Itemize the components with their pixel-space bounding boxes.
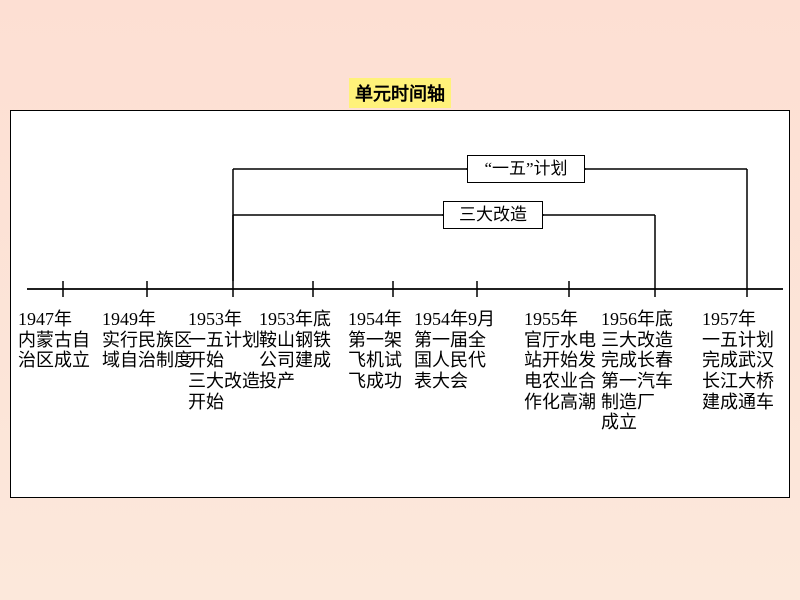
timeline-event: 1953年 一五计划 开始 三大改造 开始: [188, 309, 260, 412]
timeline-span-label: 三大改造: [443, 201, 543, 229]
timeline-panel: 1947年 内蒙古自 治区成立1949年 实行民族区 域自治制度1953年 一五…: [10, 110, 790, 498]
timeline-event: 1947年 内蒙古自 治区成立: [18, 309, 90, 371]
timeline-event: 1953年底 鞍山钢铁 公司建成 投产: [259, 309, 331, 392]
timeline-span-label: “一五”计划: [467, 155, 585, 183]
timeline-event: 1957年 一五计划 完成武汉 长江大桥 建成通车: [702, 309, 774, 412]
timeline-event: 1949年 实行民族区 域自治制度: [102, 309, 192, 371]
page-background: 单元时间轴 1947年 内蒙古自 治区成立1949年 实行民族区 域自治制度19…: [0, 0, 800, 600]
page-title: 单元时间轴: [349, 78, 451, 108]
timeline-event: 1955年 官厅水电 站开始发 电农业合 作化高潮: [524, 309, 596, 412]
timeline-event: 1954年 第一架 飞机试 飞成功: [348, 309, 402, 392]
timeline-axis: [11, 111, 791, 499]
timeline-event: 1956年底 三大改造 完成长春 第一汽车 制造厂 成立: [601, 309, 673, 433]
timeline-event: 1954年9月 第一届全 国人民代 表大会: [414, 309, 495, 392]
